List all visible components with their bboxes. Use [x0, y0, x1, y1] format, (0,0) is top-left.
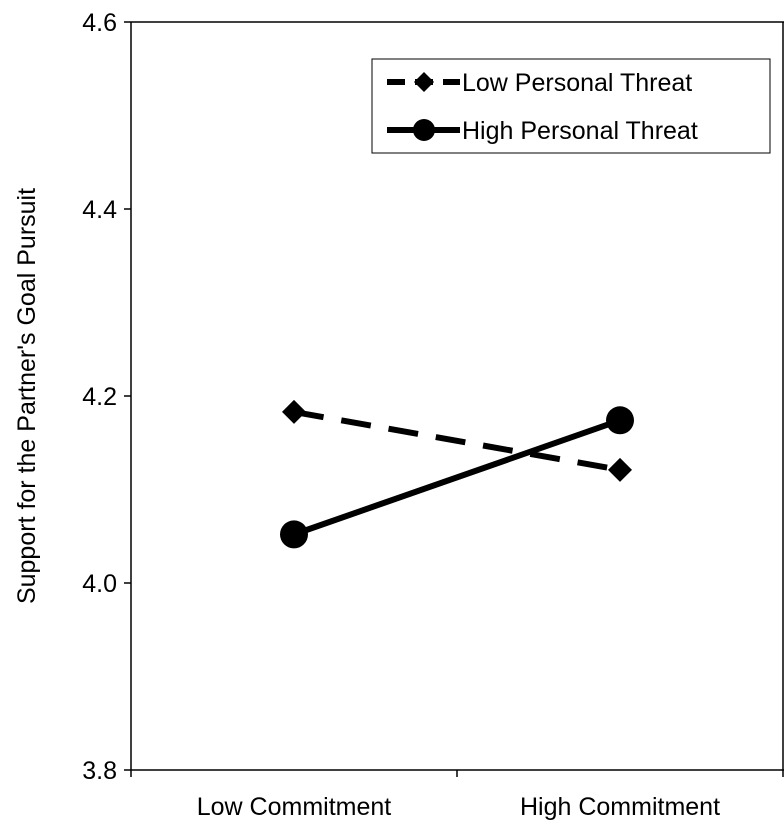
- y-axis-title: Support for the Partner's Goal Pursuit: [13, 188, 41, 604]
- data-point: [608, 457, 632, 482]
- y-tick-label: 4.6: [82, 9, 117, 37]
- y-tick-label: 3.8: [82, 757, 117, 785]
- data-point: [606, 406, 634, 435]
- series-0: [282, 399, 632, 482]
- legend: Low Personal Threat High Personal Threat: [371, 58, 771, 154]
- y-tick-label: 4.4: [82, 196, 117, 224]
- x-category-label: Low Commitment: [197, 793, 392, 821]
- legend-label: High Personal Threat: [462, 117, 698, 145]
- series-line: [293, 408, 621, 473]
- y-tick-label: 4.2: [82, 383, 117, 411]
- legend-items: Low Personal Threat High Personal Threat: [387, 69, 698, 145]
- legend-box: [371, 58, 771, 154]
- legend-label: Low Personal Threat: [462, 69, 692, 97]
- series-1: [280, 406, 634, 549]
- y-axis-ticks: 3.8 4.0 4.2 4.4 4.6: [82, 9, 131, 785]
- legend-marker: [413, 119, 435, 141]
- data-point: [282, 399, 306, 424]
- series-layer: [280, 399, 634, 549]
- x-axis-ticks: Low Commitment High Commitment: [130, 770, 784, 821]
- y-tick-label: 4.0: [82, 570, 117, 598]
- series-line: [293, 417, 621, 538]
- legend-marker: [414, 72, 434, 92]
- x-category-label: High Commitment: [520, 793, 720, 821]
- data-point: [280, 520, 308, 549]
